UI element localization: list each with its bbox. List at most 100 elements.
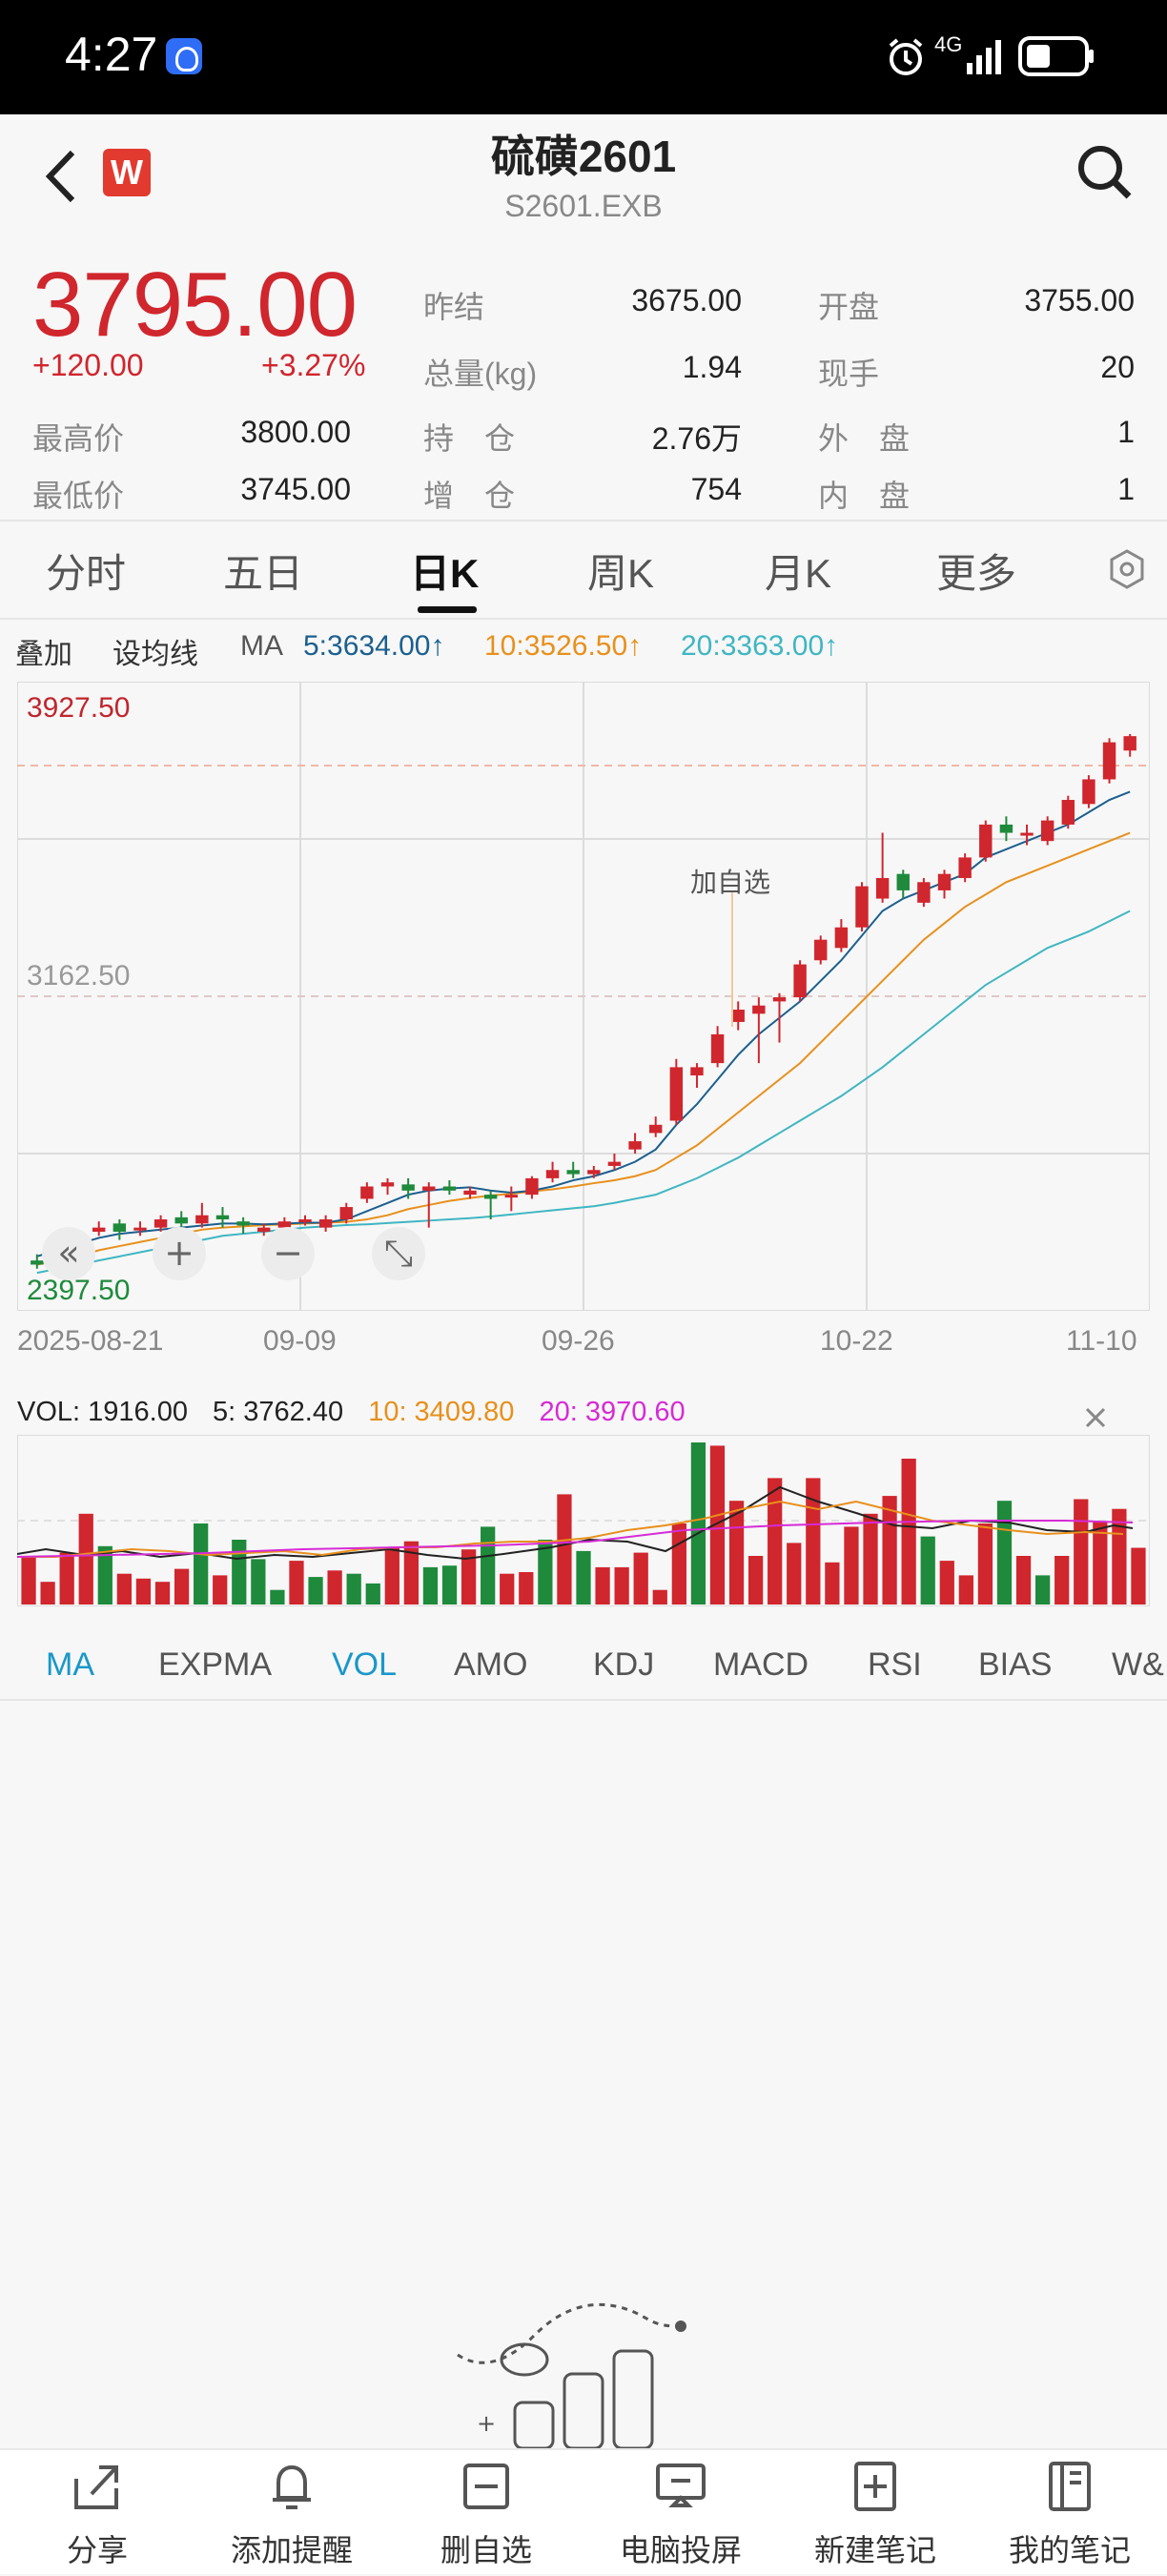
candle-body: [587, 1170, 601, 1175]
volume-bar: [461, 1549, 477, 1605]
ma-legend: 叠加 设均线 MA 5:3634.00↑ 10:3526.50↑ 20:3363…: [0, 624, 1167, 672]
volume-bar: [519, 1572, 534, 1605]
indicator-tab-rsi[interactable]: RSI: [868, 1646, 922, 1683]
volume-bar: [1054, 1556, 1070, 1605]
search-icon[interactable]: [1075, 143, 1135, 202]
share-icon: [74, 2465, 118, 2509]
volume-bar: [996, 1501, 1013, 1605]
candle-body: [834, 927, 849, 949]
last-price: 3795.00: [32, 254, 358, 356]
battery-icon: [1018, 36, 1094, 76]
kline-chart[interactable]: 加自选 3927.50 3162.50 2397.50 « + − ⤡: [16, 681, 1151, 1312]
candle-body: [442, 1186, 457, 1191]
my-notes-button[interactable]: 我的笔记: [972, 2450, 1167, 2576]
w-badge-icon[interactable]: W: [103, 149, 151, 196]
indicator-tabs: MA EXPMA VOL AMO KDJ MACD RSI BIAS W&: [0, 1635, 1167, 1702]
x-tick-date: 09-09: [263, 1325, 337, 1357]
candle-body: [752, 1005, 766, 1014]
tab-more[interactable]: 更多: [936, 551, 1017, 596]
volume-bar: [825, 1562, 840, 1605]
volume-bar: [97, 1545, 113, 1605]
volume-bar: [194, 1523, 209, 1605]
volume-bar: [500, 1573, 515, 1605]
indicator-tab-macd[interactable]: MACD: [713, 1646, 809, 1683]
signal-icon: [967, 40, 1001, 74]
divider: [0, 520, 1167, 521]
add-alert-button[interactable]: 添加提醒: [194, 2450, 389, 2576]
candle-body: [710, 1033, 725, 1064]
volume-bar: [232, 1540, 247, 1605]
volume-bar: [576, 1550, 591, 1605]
indicator-tab-kdj[interactable]: KDJ: [593, 1646, 655, 1683]
fullscreen-button[interactable]: ⤡: [372, 1227, 425, 1280]
high-value: 3800.00: [240, 415, 351, 449]
indicator-tab-vol[interactable]: VOL: [332, 1646, 398, 1683]
price-change: +120.00: [32, 348, 144, 382]
volume-bar: [40, 1582, 55, 1605]
empty-state-illustration: +: [457, 2302, 686, 2448]
close-icon[interactable]: [1083, 1405, 1108, 1430]
volume-bar: [920, 1536, 935, 1605]
remove-watchlist-icon: [463, 2464, 509, 2509]
y-tick-bottom: 2397.50: [27, 1275, 130, 1306]
back-arrow-icon[interactable]: [42, 149, 80, 204]
x-tick-date: 10-22: [820, 1325, 893, 1357]
volume-chart[interactable]: [17, 1435, 1150, 1606]
ma20-line: [36, 910, 1131, 1275]
candle-body: [483, 1195, 498, 1199]
volume-bar: [289, 1561, 304, 1605]
volume-bar: [844, 1526, 859, 1605]
share-button[interactable]: 分享: [0, 2450, 194, 2576]
volume-bar: [614, 1566, 629, 1605]
indicator-tab-amo[interactable]: AMO: [454, 1646, 528, 1683]
stock-header: W 硫磺2601 S2601.EXB: [0, 114, 1167, 253]
indicator-tab-ma[interactable]: MA: [46, 1646, 94, 1683]
low-value: 3745.00: [240, 472, 351, 506]
tab-daily-k[interactable]: 日K: [410, 551, 480, 596]
x-tick-date: 09-26: [542, 1325, 615, 1357]
volume-bar: [59, 1552, 74, 1605]
indicator-tab-bias[interactable]: BIAS: [978, 1646, 1053, 1683]
settings-hexagon-icon[interactable]: [1108, 548, 1146, 590]
notebook-icon: [1049, 2462, 1091, 2511]
candle-body: [999, 824, 1013, 833]
candle-body: [339, 1207, 353, 1220]
active-tab-underline: [418, 606, 477, 613]
my-notes-label: 我的笔记: [1008, 2533, 1131, 2567]
candle-body: [360, 1186, 374, 1199]
scroll-left-button[interactable]: «: [42, 1227, 95, 1280]
zoom-in-button[interactable]: +: [153, 1227, 206, 1280]
candle-body: [896, 873, 910, 890]
new-note-button[interactable]: 新建笔记: [778, 2450, 972, 2576]
x-tick-date: 11-10: [1066, 1325, 1137, 1357]
screen-cast-button[interactable]: 电脑投屏: [584, 2450, 778, 2576]
ma10-value: 10:3526.50↑: [484, 630, 643, 662]
candle-body: [1082, 779, 1095, 805]
volume-bar: [174, 1568, 190, 1605]
tab-weekly-k[interactable]: 周K: [587, 551, 655, 596]
zoom-out-button[interactable]: −: [261, 1227, 315, 1280]
vol-ma5: 5: 3762.40: [213, 1397, 344, 1427]
ma10-line: [36, 831, 1131, 1266]
open-interest-label: 持 仓: [423, 421, 516, 456]
candle-body: [958, 857, 972, 878]
svg-text:+: +: [477, 2410, 496, 2437]
candle-body: [690, 1067, 704, 1076]
tab-five-day[interactable]: 五日: [223, 551, 304, 596]
set-ma-button[interactable]: 设均线: [113, 639, 198, 670]
bell-icon: [273, 2464, 311, 2509]
volume-bar: [557, 1494, 572, 1605]
candle-body: [628, 1141, 642, 1150]
app-notification-icon: [166, 38, 202, 74]
remove-watchlist-button[interactable]: 删自选: [389, 2450, 584, 2576]
candle-body: [772, 997, 787, 1002]
tab-monthly-k[interactable]: 月K: [765, 551, 832, 596]
overlay-button[interactable]: 叠加: [15, 639, 72, 670]
volume-bar: [882, 1496, 897, 1605]
indicator-tab-wr[interactable]: W&: [1112, 1646, 1164, 1683]
volume-bar: [709, 1445, 726, 1605]
candle-body: [380, 1182, 395, 1187]
tab-intraday[interactable]: 分时: [46, 551, 127, 596]
indicator-tab-expma[interactable]: EXPMA: [158, 1646, 273, 1683]
volume-bar: [1131, 1547, 1146, 1605]
